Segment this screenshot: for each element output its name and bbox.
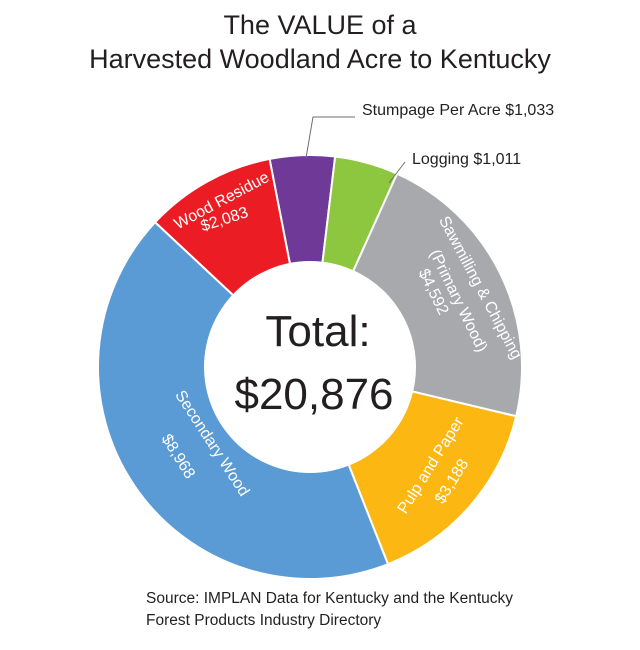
chart-title: The VALUE of a Harvested Woodland Acre t…	[0, 8, 640, 76]
logging-external-label: Logging $1,011	[412, 151, 521, 168]
chart-title-line-1: The VALUE of a	[223, 10, 417, 40]
source-note: Source: IMPLAN Data for Kentucky and the…	[146, 588, 566, 632]
center-total-label: Total:	[265, 307, 370, 356]
stumpage-leader-line	[305, 116, 355, 159]
source-line-2: Forest Products Industry Directory	[146, 612, 382, 629]
logging-leader-line	[388, 161, 406, 184]
donut-hole	[204, 261, 416, 473]
source-line-1: Source: IMPLAN Data for Kentucky and the…	[146, 590, 514, 607]
stumpage-external-label: Stumpage Per Acre $1,033	[362, 102, 554, 119]
chart-title-line-2: Harvested Woodland Acre to Kentucky	[89, 44, 551, 74]
center-total-value: $20,876	[234, 370, 393, 419]
